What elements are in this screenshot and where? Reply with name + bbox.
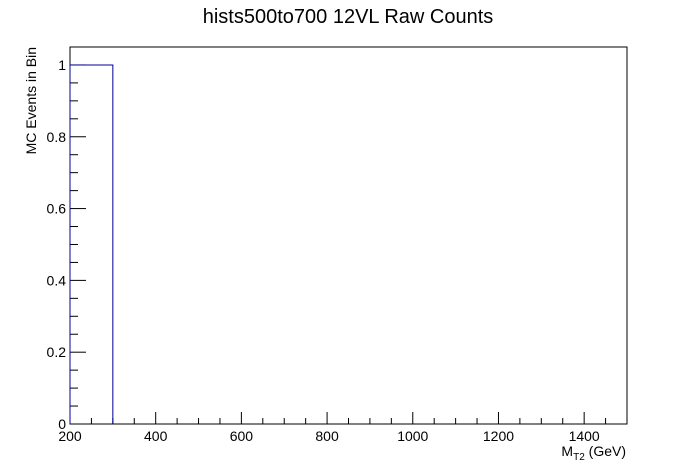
x-tick-label: 1200 xyxy=(483,428,514,444)
x-tick-label: 800 xyxy=(315,428,339,444)
x-tick-label: 600 xyxy=(230,428,254,444)
x-axis: 200 400 600 800 1000 1200 1400 xyxy=(58,412,628,444)
histogram-bins xyxy=(69,64,114,424)
y-tick-label: 0.2 xyxy=(47,344,67,360)
x-tick-label: 400 xyxy=(144,428,168,444)
y-axis-label: MC Events in Bin xyxy=(23,47,39,154)
plot-frame xyxy=(69,46,628,425)
y-axis: 0 0.2 0.4 0.6 0.8 1 xyxy=(47,46,86,432)
x-tick-label: 1000 xyxy=(397,428,428,444)
y-tick-label: 0.8 xyxy=(47,129,67,145)
x-axis-label-unit: (GeV) xyxy=(585,443,626,459)
y-tick-label: 0.6 xyxy=(47,201,67,217)
x-axis-label-subscript: T2 xyxy=(573,452,585,463)
x-tick-label: 1400 xyxy=(569,428,600,444)
y-tick-label: 1 xyxy=(58,57,66,73)
y-tick-label: 0 xyxy=(58,416,66,432)
x-axis-label-main: M xyxy=(561,443,573,459)
histogram-bar xyxy=(69,64,114,424)
x-axis-label: MT2 (GeV) xyxy=(561,443,626,463)
chart-title: hists500to700 12VL Raw Counts xyxy=(203,6,494,28)
x-tick-label: 200 xyxy=(58,428,82,444)
y-tick-label: 0.4 xyxy=(47,272,67,288)
